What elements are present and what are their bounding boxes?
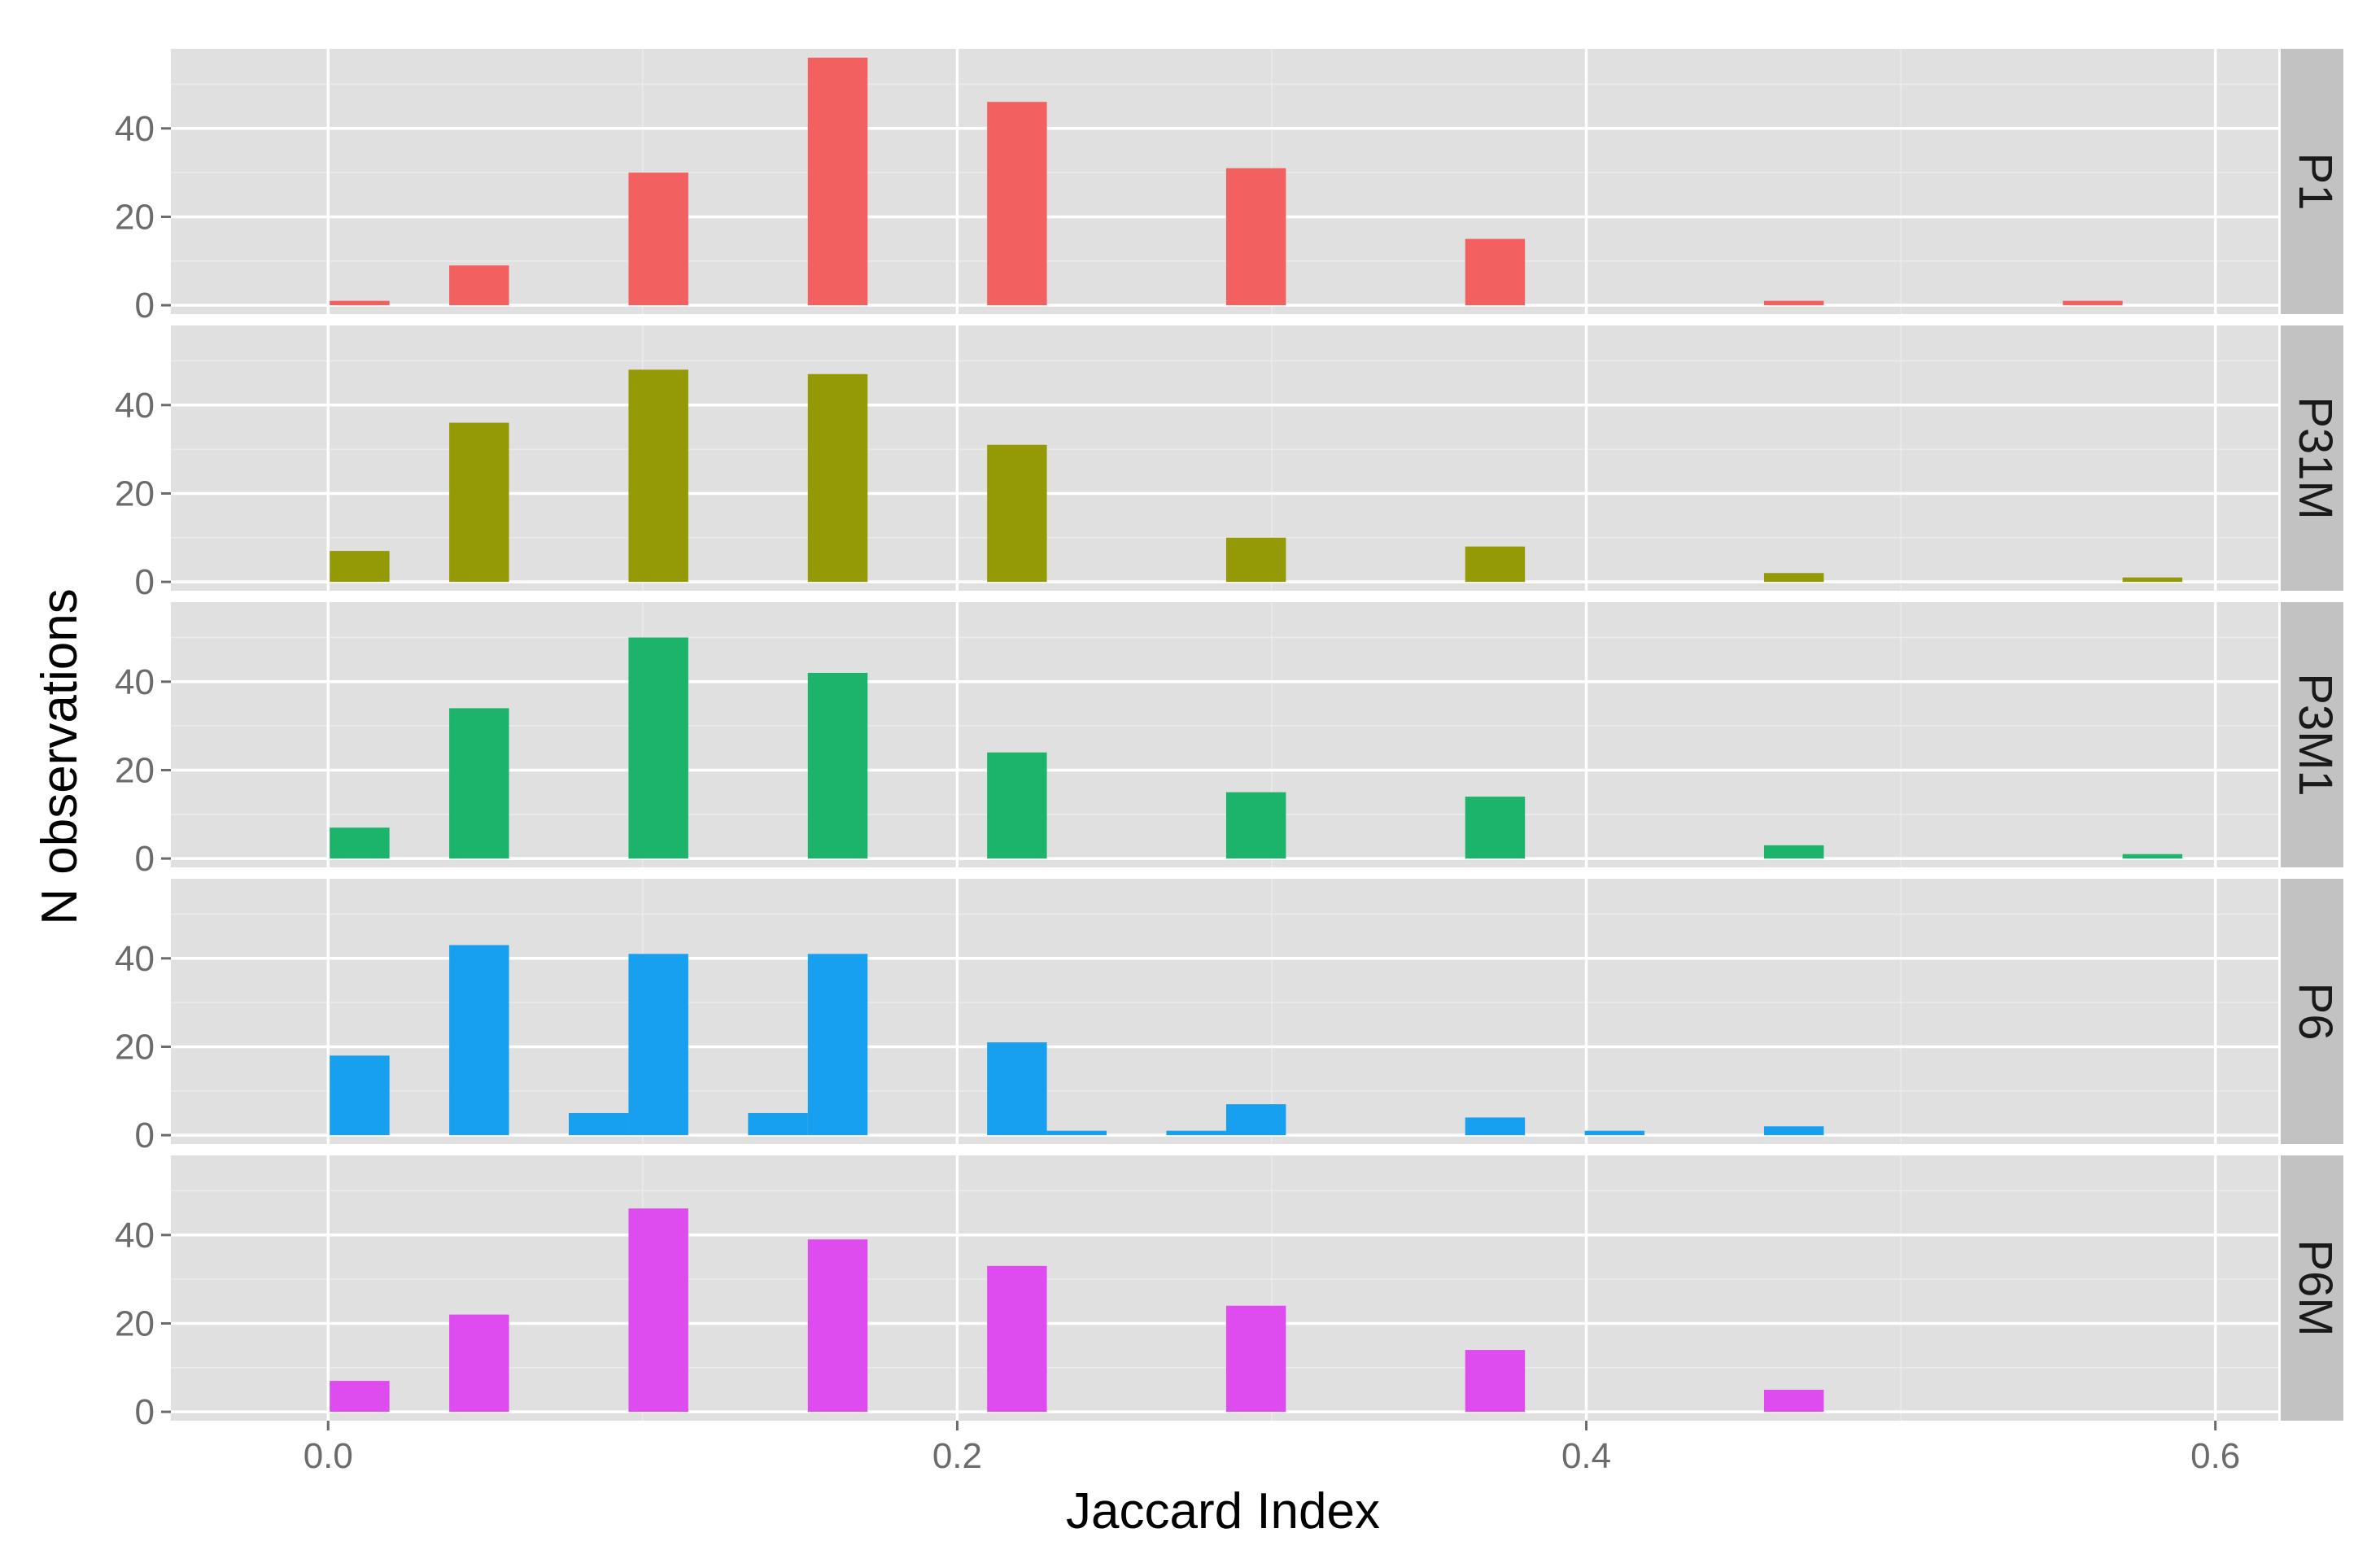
panel-background — [171, 602, 2278, 867]
panel-background — [171, 49, 2278, 314]
panels-layer: 0 20 40 P1 0 20 40 P31M 0 20 40 P3M1 0 20 40 P6 0 20 40 P6M — [115, 49, 2343, 1432]
histogram-bar — [449, 422, 509, 583]
facet-strip — [2281, 879, 2343, 1144]
facet-panel-p6m: 0 20 40 P6M — [115, 1155, 2343, 1432]
y-tick-label: 20 — [115, 197, 155, 237]
x-tick-label: 0.2 — [932, 1436, 982, 1476]
y-tick-label: 40 — [115, 662, 155, 702]
x-tick-label: 0.4 — [1561, 1436, 1611, 1476]
facet-strip-label: P6 — [2289, 983, 2342, 1041]
facet-strip — [2281, 602, 2343, 867]
histogram-bar — [1166, 1130, 1226, 1136]
facet-strip — [2281, 325, 2343, 591]
y-tick-label: 0 — [135, 1392, 155, 1432]
histogram-bar — [1225, 1104, 1286, 1136]
facet-panel-p1: 0 20 40 P1 — [115, 49, 2343, 325]
histogram-bar — [330, 1381, 390, 1413]
facet-strip-label: P1 — [2289, 153, 2342, 211]
histogram-bar — [330, 551, 390, 583]
histogram-bar — [748, 1112, 808, 1136]
y-tick-label: 0 — [135, 286, 155, 325]
histogram-bar — [628, 172, 688, 306]
histogram-bar — [628, 369, 688, 583]
histogram-bar — [807, 954, 868, 1136]
histogram-bar — [449, 1314, 509, 1413]
histogram-bar — [330, 300, 390, 306]
histogram-bar — [987, 102, 1047, 306]
histogram-bar — [1763, 845, 1824, 859]
y-tick-label: 20 — [115, 750, 155, 790]
y-tick-label: 40 — [115, 1216, 155, 1255]
histogram-bar — [807, 373, 868, 583]
histogram-bar — [807, 672, 868, 859]
histogram-bar — [1584, 1130, 1645, 1136]
x-axis: 0.0 0.2 0.4 0.6 — [304, 1421, 2240, 1476]
y-tick-label: 20 — [115, 1304, 155, 1343]
histogram-bar — [1763, 573, 1824, 583]
histogram-bar — [1225, 1305, 1286, 1413]
panel-background — [171, 1155, 2278, 1421]
histogram-bar — [449, 265, 509, 306]
histogram-bar — [1465, 1350, 1526, 1413]
histogram-bar — [330, 828, 390, 859]
histogram-bar — [1225, 792, 1286, 859]
histogram-bar — [1763, 300, 1824, 306]
histogram-bar — [1046, 1130, 1107, 1136]
histogram-bar — [987, 1265, 1047, 1413]
facet-strip-label: P3M1 — [2289, 673, 2342, 797]
histogram-bar — [628, 637, 688, 859]
y-tick-label: 0 — [135, 839, 155, 879]
histogram-bar — [1763, 1389, 1824, 1413]
histogram-bar — [1225, 168, 1286, 306]
facet-strip — [2281, 1155, 2343, 1421]
facet-strip-label: P31M — [2289, 396, 2342, 520]
y-tick-label: 40 — [115, 939, 155, 979]
histogram-bar — [1465, 238, 1526, 306]
histogram-bar — [987, 1042, 1047, 1136]
facet-strip-label: P6M — [2289, 1239, 2342, 1336]
histogram-bar — [449, 708, 509, 859]
facet-strip — [2281, 49, 2343, 314]
facet-panel-p3m1: 0 20 40 P3M1 — [115, 602, 2343, 879]
x-tick-label: 0.0 — [304, 1436, 353, 1476]
y-tick-label: 20 — [115, 474, 155, 513]
facet-panel-p31m: 0 20 40 P31M — [115, 325, 2343, 602]
histogram-bar — [1225, 537, 1286, 583]
histogram-bar — [987, 444, 1047, 583]
histogram-bar — [628, 954, 688, 1136]
histogram-bar — [1465, 1117, 1526, 1136]
y-tick-label: 0 — [135, 1116, 155, 1155]
y-tick-label: 40 — [115, 386, 155, 426]
y-axis-title: N observations — [32, 588, 88, 925]
histogram-bar — [1763, 1126, 1824, 1136]
panel-background — [171, 325, 2278, 591]
x-tick-label: 0.6 — [2190, 1436, 2240, 1476]
histogram-bar — [1465, 546, 1526, 583]
histogram-bar — [987, 752, 1047, 859]
histogram-bar — [2063, 300, 2123, 306]
facet-panel-p6: 0 20 40 P6 — [115, 879, 2343, 1155]
histogram-bar — [449, 945, 509, 1136]
panel-background — [171, 879, 2278, 1144]
y-tick-label: 40 — [115, 109, 155, 149]
histogram-bar — [330, 1055, 390, 1136]
x-axis-title: Jaccard Index — [1066, 1483, 1380, 1539]
y-tick-label: 0 — [135, 562, 155, 602]
histogram-bar — [807, 1239, 868, 1413]
histogram-bar — [1465, 797, 1526, 859]
histogram-bar — [2122, 577, 2183, 583]
histogram-bar — [569, 1112, 629, 1136]
histogram-bar — [807, 57, 868, 306]
histogram-bar — [628, 1208, 688, 1413]
y-tick-label: 20 — [115, 1027, 155, 1067]
histogram-bar — [2122, 854, 2183, 859]
